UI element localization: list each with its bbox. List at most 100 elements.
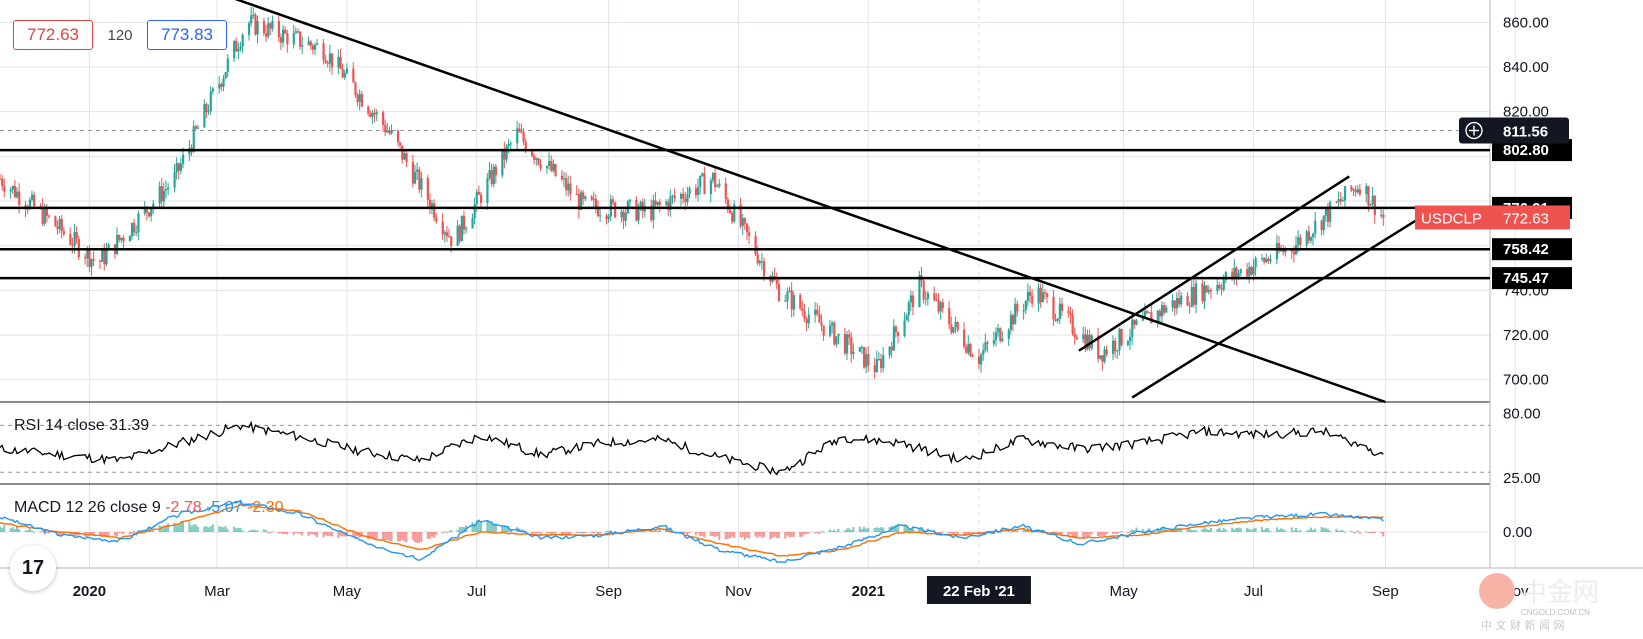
macd-histogram-bar bbox=[952, 532, 955, 535]
candle-body bbox=[937, 300, 940, 312]
macd-histogram-bar bbox=[1031, 531, 1034, 533]
candle-body bbox=[262, 21, 266, 34]
macd-histogram-bar bbox=[814, 532, 817, 533]
candle-body bbox=[69, 234, 72, 245]
macd-histogram-bar bbox=[1305, 530, 1308, 532]
macd-histogram-bar bbox=[286, 532, 289, 535]
macd-histogram-bar bbox=[1192, 529, 1195, 532]
candle-body bbox=[1001, 338, 1004, 342]
candle-body bbox=[1037, 287, 1040, 304]
macd-histogram-bar bbox=[11, 527, 14, 532]
candle-body bbox=[516, 128, 519, 144]
candle-body bbox=[858, 347, 861, 352]
macd-histogram-bar bbox=[533, 532, 536, 534]
time-axis[interactable]: 2020 Mar May Jul Sep Nov 2021 22 Feb '21 May Jul S… bbox=[73, 576, 1529, 604]
macd-histogram-bar bbox=[433, 532, 436, 538]
candle-body bbox=[952, 327, 955, 333]
candle-body bbox=[475, 191, 478, 205]
candle-body bbox=[667, 201, 670, 211]
candle-body bbox=[863, 347, 866, 368]
candle-body bbox=[545, 166, 549, 169]
date-tick-label: Sep bbox=[595, 583, 622, 600]
macd-histogram-bar bbox=[897, 523, 900, 532]
macd-histogram-bar bbox=[579, 531, 582, 533]
macd-histogram-bar bbox=[60, 532, 63, 536]
macd-histogram-bar bbox=[3, 525, 6, 532]
macd-histogram-bar bbox=[1016, 530, 1019, 532]
candle-body bbox=[428, 199, 432, 209]
price-axis[interactable]: 860.00840.00820.00740.00720.00700.00802.… bbox=[1415, 14, 1572, 389]
candle-body bbox=[911, 295, 915, 308]
macd-histogram-bar bbox=[1218, 527, 1221, 532]
macd-histogram-bar bbox=[594, 531, 597, 533]
panel-labels: RSI 14 close 31.39 MACD 12 26 close 9 -2.… bbox=[14, 417, 284, 516]
candle-body bbox=[548, 160, 551, 167]
macd-histogram-bar bbox=[1163, 527, 1166, 532]
candle-body bbox=[709, 180, 712, 194]
macd-histogram-bar bbox=[1246, 527, 1249, 532]
macd-histogram-bar bbox=[837, 528, 840, 532]
macd-histogram-bar bbox=[1141, 529, 1144, 532]
macd-histogram-bar bbox=[1260, 526, 1263, 532]
candle-body bbox=[0, 178, 2, 180]
macd-histogram-bar bbox=[254, 530, 257, 532]
candle-body bbox=[1118, 328, 1121, 351]
candle-body bbox=[620, 211, 623, 218]
candle-body bbox=[382, 112, 385, 125]
macd-histogram-bar bbox=[754, 532, 757, 537]
macd-histogram-bar bbox=[788, 532, 791, 538]
candle-body bbox=[265, 33, 268, 37]
macd-histogram-bar bbox=[1299, 530, 1302, 532]
candle-body bbox=[196, 127, 200, 129]
candle-body bbox=[490, 169, 493, 185]
macd-histogram-bar bbox=[135, 532, 138, 533]
candle-body bbox=[1016, 303, 1019, 312]
candle-body bbox=[13, 185, 17, 198]
candle-body bbox=[345, 68, 349, 74]
macd-histogram-bar bbox=[1216, 529, 1219, 532]
candle-body bbox=[99, 260, 102, 262]
candle-body bbox=[505, 146, 508, 160]
tradingview-logo-icon[interactable]: 17 bbox=[10, 545, 56, 591]
candle-body bbox=[1043, 292, 1047, 294]
macd-histogram-bar bbox=[954, 532, 957, 533]
candle-body bbox=[980, 354, 983, 365]
macd-histogram-bar bbox=[1220, 530, 1223, 532]
candle-body bbox=[1192, 287, 1196, 305]
macd-histogram-bar bbox=[956, 532, 959, 535]
candle-body bbox=[167, 187, 170, 190]
candle-body bbox=[880, 358, 883, 369]
candle-body bbox=[282, 29, 285, 43]
candle-body bbox=[1022, 310, 1025, 312]
macd-histogram-bar bbox=[686, 532, 689, 536]
date-cursor-badge bbox=[926, 576, 1031, 604]
bid-price-box[interactable]: 772.63 bbox=[13, 20, 93, 50]
candle-body bbox=[399, 142, 402, 146]
macd-histogram-bar bbox=[626, 529, 629, 532]
candle-body bbox=[105, 250, 108, 265]
macd-histogram-bar bbox=[188, 522, 191, 532]
candle-body bbox=[1007, 329, 1010, 339]
macd-histogram-bar bbox=[460, 526, 463, 532]
candle-body bbox=[352, 68, 355, 83]
macd-histogram-bar bbox=[160, 526, 163, 532]
macd-histogram-bar bbox=[1177, 528, 1180, 532]
macd-histogram-bar bbox=[831, 530, 834, 532]
candle-body bbox=[220, 83, 223, 87]
macd-histogram-bar bbox=[505, 525, 508, 532]
macd-histogram-bar bbox=[354, 532, 357, 538]
macd-histogram-bar bbox=[426, 532, 429, 539]
watermark-brand: 中金网 bbox=[1521, 578, 1599, 608]
candle-body bbox=[524, 141, 527, 152]
candle-body bbox=[460, 215, 463, 242]
macd-histogram-bar bbox=[999, 531, 1002, 533]
ask-price-box[interactable]: 773.83 bbox=[147, 20, 227, 50]
quantity-value[interactable]: 120 bbox=[107, 26, 133, 44]
candle-body bbox=[792, 295, 795, 310]
candle-body bbox=[1146, 311, 1149, 313]
candle-body bbox=[396, 130, 400, 143]
candle-body bbox=[560, 175, 564, 180]
macd-histogram-bar bbox=[1073, 532, 1076, 539]
candle-body bbox=[1220, 288, 1223, 290]
